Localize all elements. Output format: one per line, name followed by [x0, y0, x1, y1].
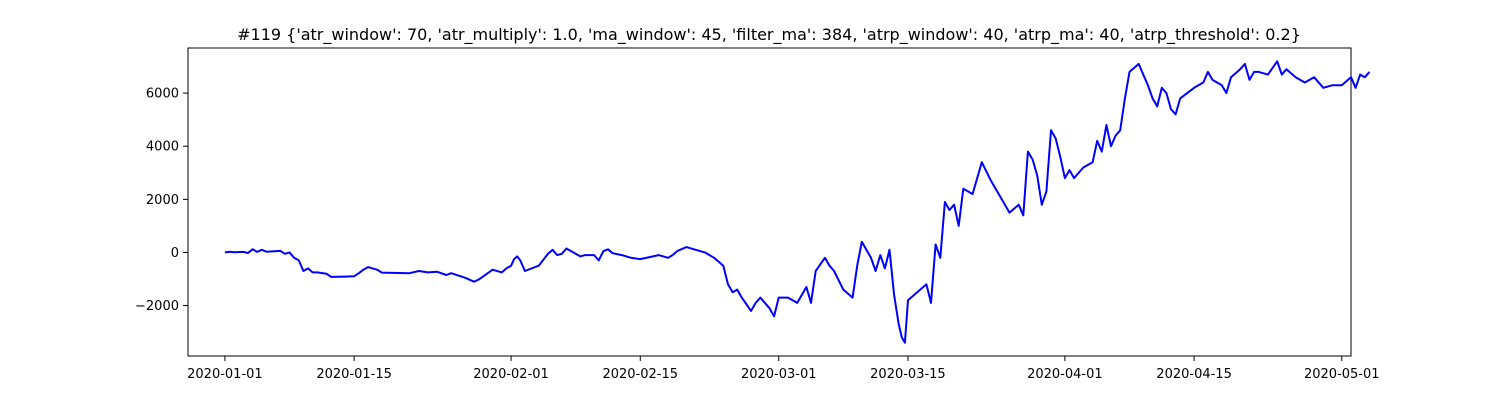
x-tick-label: 2020-03-15 — [870, 367, 946, 382]
x-tick-label: 2020-02-15 — [602, 367, 678, 382]
y-tick-label: 4000 — [146, 140, 179, 155]
y-tick-label: 2000 — [146, 193, 179, 208]
series-line — [224, 60, 1371, 344]
y-tick-label: 6000 — [146, 87, 179, 102]
y-tick-label: −2000 — [135, 299, 179, 314]
y-axis: −2000 0 2000 4000 6000 — [135, 87, 188, 314]
x-tick-label: 2020-04-01 — [1027, 367, 1103, 382]
y-tick-label: 0 — [171, 246, 179, 261]
x-tick-label: 2020-01-01 — [187, 367, 263, 382]
chart-title: #119 {'atr_window': 70, 'atr_multiply': … — [237, 25, 1301, 45]
x-tick-label: 2020-05-01 — [1304, 367, 1380, 382]
x-tick-label: 2020-02-01 — [473, 367, 549, 382]
x-tick-label: 2020-01-15 — [316, 367, 392, 382]
plot-frame — [187, 47, 1352, 357]
x-tick-label: 2020-04-15 — [1156, 367, 1232, 382]
x-tick-label: 2020-03-01 — [741, 367, 817, 382]
plot-area — [187, 47, 1371, 357]
x-axis: 2020-01-01 2020-01-15 2020-02-01 2020-02-15… — [187, 356, 1380, 382]
